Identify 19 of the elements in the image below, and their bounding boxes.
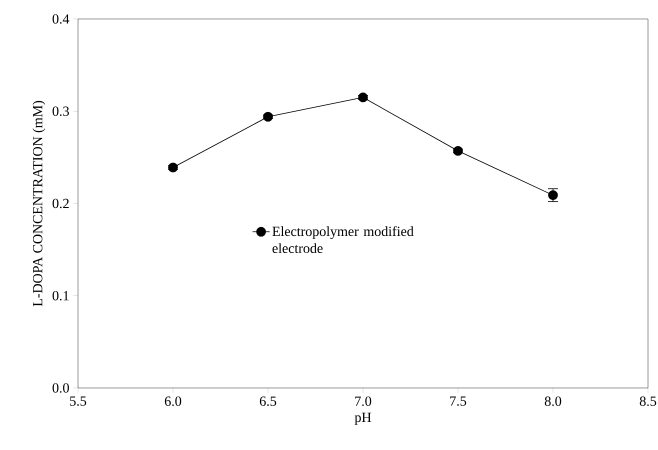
x-tick-label: 8.0 <box>544 396 562 406</box>
y-axis-title: L-DOPA CONCENTRATION (mM) <box>32 100 46 306</box>
y-tick-label: 0.0 <box>52 383 69 393</box>
legend-label: Electropolymer modified electrode <box>272 226 414 254</box>
point <box>168 162 178 172</box>
x-tick-label: 7.5 <box>450 396 466 406</box>
x-tick-label: 8.5 <box>640 396 656 406</box>
x-tick-label: 6.5 <box>260 396 276 406</box>
point <box>358 92 368 102</box>
x-tick-label: 7.0 <box>355 396 372 406</box>
x-tick-label: 6.0 <box>164 396 182 406</box>
x-tick-label: 5.5 <box>70 396 86 406</box>
point <box>263 112 273 122</box>
x-axis-title: pH <box>354 412 372 425</box>
y-tick-label: 0.1 <box>52 290 69 300</box>
point <box>453 146 463 156</box>
y-tick-label: 0.2 <box>52 198 69 208</box>
y-tick-label: 0.3 <box>52 106 69 116</box>
y-tick-label: 0.4 <box>52 14 70 24</box>
